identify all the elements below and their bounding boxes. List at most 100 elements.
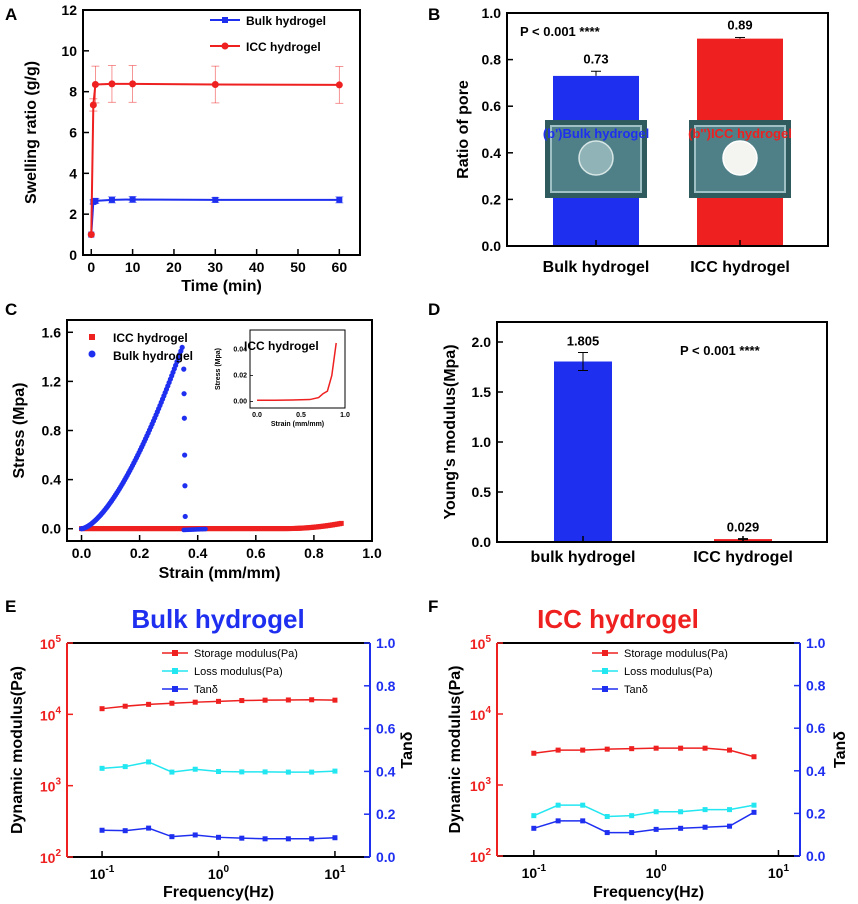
legend-marker bbox=[602, 650, 608, 656]
y-right-axis-label: Tanδ bbox=[832, 731, 849, 768]
data-point bbox=[179, 344, 185, 351]
data-point bbox=[216, 834, 221, 840]
data-point bbox=[531, 750, 537, 756]
panel-label: E bbox=[5, 597, 16, 616]
legend-label: Storage modulus(Pa) bbox=[194, 648, 298, 660]
y-tick-label: 1.5 bbox=[472, 384, 492, 400]
x-tick-label: 0.0 bbox=[72, 545, 92, 561]
y-tick-label: 2.0 bbox=[472, 334, 492, 350]
data-point bbox=[182, 452, 188, 458]
data-point bbox=[99, 706, 105, 712]
data-point bbox=[108, 196, 115, 203]
legend-label: Loss modulus(Pa) bbox=[624, 666, 713, 678]
data-point bbox=[727, 823, 733, 829]
y-right-tick-label: 0.2 bbox=[376, 806, 396, 822]
legend-label: Tanδ bbox=[194, 684, 218, 696]
x-tick-label: 100 bbox=[646, 863, 668, 881]
y-axis-label: Ratio of pore bbox=[455, 80, 472, 179]
inset-y-tick-label: 0.02 bbox=[233, 373, 247, 380]
data-point bbox=[239, 835, 245, 841]
data-point bbox=[181, 366, 187, 372]
y-tick-label: 0.2 bbox=[482, 191, 502, 207]
data-point bbox=[216, 768, 221, 774]
photo-label: (b')Bulk hydrogel bbox=[543, 126, 649, 141]
x-tick-label: 0 bbox=[87, 259, 95, 275]
data-point bbox=[99, 827, 105, 833]
data-point bbox=[604, 830, 610, 836]
legend-marker bbox=[88, 350, 96, 358]
panel-d: D 0.0 0.5 1.0 1.5 2.0 Young's modulus(Mpa) 1.80… bbox=[428, 300, 828, 566]
y-tick-label: 1.6 bbox=[42, 324, 62, 340]
y-right-tick-label: 0.2 bbox=[806, 805, 826, 821]
y-right-tick-label: 1.0 bbox=[806, 635, 826, 651]
legend-label: ICC hydrogel bbox=[246, 40, 321, 54]
inset-title: ICC hydrogel bbox=[244, 339, 319, 353]
plot-frame bbox=[506, 12, 829, 247]
y-axis-label: Stress (Mpa) bbox=[11, 382, 28, 478]
y-left-tick-label: 105 bbox=[40, 634, 62, 652]
data-point bbox=[678, 825, 684, 831]
photo-sample bbox=[578, 140, 614, 176]
y-right-tick-label: 0.0 bbox=[806, 848, 826, 864]
x-tick-label: bulk hydrogel bbox=[531, 549, 636, 566]
inset-line bbox=[257, 342, 337, 401]
y-left-tick-label: 104 bbox=[40, 705, 62, 723]
series-line bbox=[90, 198, 340, 235]
data-point bbox=[181, 415, 187, 421]
legend-marker bbox=[602, 668, 608, 674]
y-tick-label: 6 bbox=[69, 125, 77, 141]
data-label: 0.89 bbox=[727, 17, 752, 32]
data-point bbox=[122, 703, 128, 709]
data-point bbox=[129, 196, 136, 203]
data-point bbox=[653, 745, 659, 751]
legend-label: Loss modulus(Pa) bbox=[194, 666, 283, 678]
data-point bbox=[580, 818, 586, 824]
data-point bbox=[146, 825, 152, 831]
data-point bbox=[629, 830, 635, 836]
data-point bbox=[309, 697, 315, 703]
data-point bbox=[262, 697, 268, 703]
panel-f: F ICC hydrogel 10-1 100 101 102 103 104 105 0.0 0.… bbox=[428, 597, 849, 901]
data-point bbox=[169, 769, 175, 775]
p-value-annotation: P < 0.001 **** bbox=[680, 343, 761, 358]
panel-a: A 0 10 20 30 40 50 60 0 2 4 6 8 10 12 Time (min) Swellin… bbox=[5, 2, 361, 295]
panel-label: C bbox=[5, 300, 17, 319]
x-tick-label: 0.8 bbox=[304, 545, 324, 561]
x-axis-label: Time (min) bbox=[181, 278, 262, 295]
series-line bbox=[533, 811, 755, 834]
y-axis-label: Swelling ratio (g/g) bbox=[23, 61, 40, 204]
data-label: 1.805 bbox=[567, 334, 600, 349]
y-right-tick-label: 0.6 bbox=[376, 721, 396, 737]
y-axis-label: Young's modulus(Mpa) bbox=[442, 344, 459, 519]
y-right-tick-label: 0.4 bbox=[806, 763, 826, 779]
inset-y-label: Stress (Mpa) bbox=[215, 348, 222, 390]
y-right-tick-label: 0.0 bbox=[376, 849, 396, 865]
y-right-tick-label: 0.8 bbox=[376, 678, 396, 694]
data-point bbox=[192, 699, 198, 705]
data-point bbox=[309, 769, 315, 775]
data-point bbox=[653, 809, 659, 815]
data-point bbox=[262, 836, 268, 842]
y-tick-label: 0.8 bbox=[42, 423, 62, 439]
panel-label: F bbox=[428, 597, 438, 616]
data-label: 0.73 bbox=[583, 51, 608, 66]
data-point bbox=[604, 814, 610, 820]
data-point bbox=[87, 231, 95, 239]
data-point bbox=[181, 391, 187, 397]
panel-label: D bbox=[428, 300, 440, 319]
data-point bbox=[629, 813, 635, 819]
y-tick-label: 0.6 bbox=[482, 98, 502, 114]
legend-label: Storage modulus(Pa) bbox=[624, 648, 728, 660]
data-point bbox=[604, 746, 610, 752]
y-tick-label: 12 bbox=[61, 2, 77, 18]
panel-title: Bulk hydrogel bbox=[131, 604, 304, 634]
y-tick-label: 1.0 bbox=[482, 5, 502, 21]
photo-label: (b'')ICC hydrogel bbox=[688, 126, 792, 141]
data-point bbox=[239, 698, 245, 704]
data-point bbox=[531, 825, 537, 831]
data-point bbox=[262, 769, 268, 775]
data-point bbox=[89, 101, 97, 109]
panel-b: B 0.0 0.2 0.4 0.6 0.8 1.0 Ratio of pore 0.73 Bulk… bbox=[428, 5, 829, 276]
legend-marker bbox=[172, 668, 178, 674]
x-axis-label: Strain (mm/mm) bbox=[159, 565, 281, 582]
